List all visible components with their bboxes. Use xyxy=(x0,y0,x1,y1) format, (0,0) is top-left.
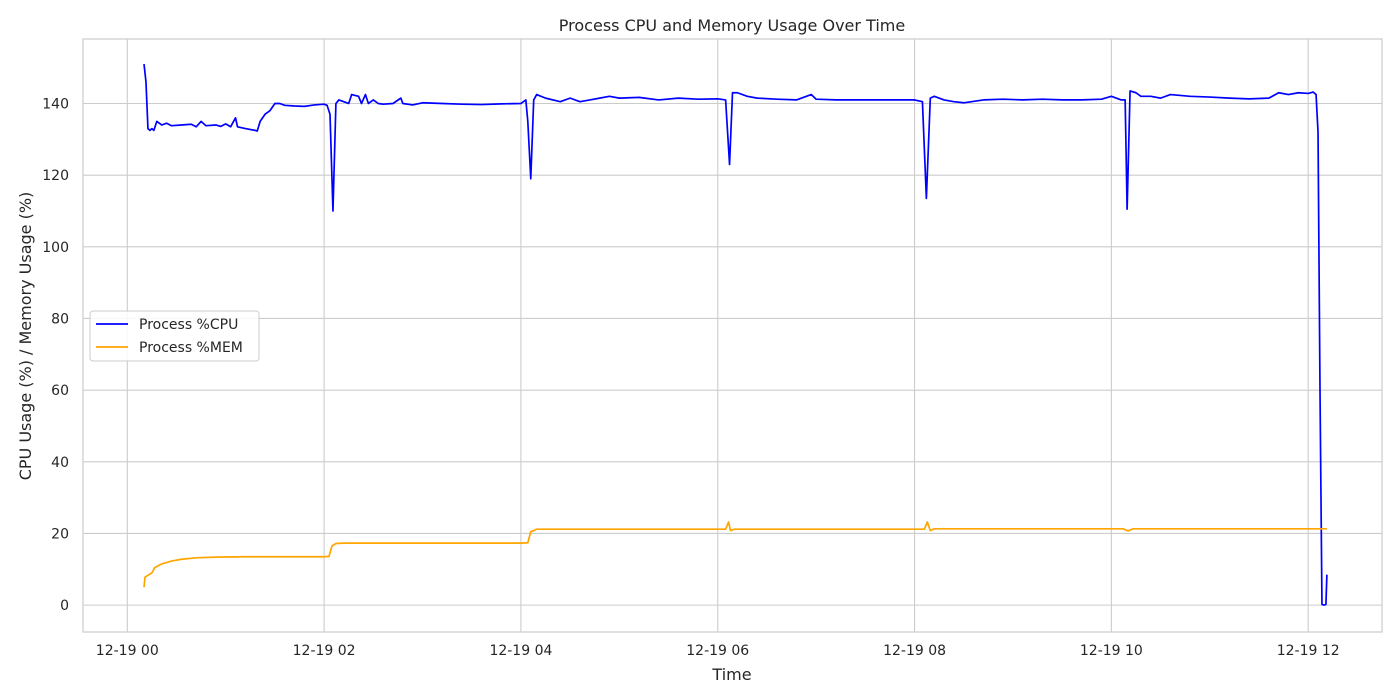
series-layer xyxy=(143,63,1328,606)
y-tick-label: 0 xyxy=(60,598,69,614)
y-tick-label: 80 xyxy=(51,311,69,327)
x-tick-label: 12-19 12 xyxy=(1277,643,1340,659)
y-tick-label: 120 xyxy=(42,168,69,184)
y-tick-label: 40 xyxy=(51,455,69,471)
y-tick-label: 60 xyxy=(51,383,69,399)
legend-label-mem: Process %MEM xyxy=(139,340,243,356)
x-tick-labels: 12-19 00 12-19 02 12-19 04 12-19 06 12-19 08… xyxy=(96,643,1340,659)
x-tick-label: 12-19 10 xyxy=(1080,643,1143,659)
x-tick-label: 12-19 02 xyxy=(293,643,356,659)
y-tick-label: 100 xyxy=(42,240,69,256)
y-gridlines xyxy=(83,102,1382,606)
series-line-mem xyxy=(143,521,1327,588)
x-tick-label: 12-19 04 xyxy=(489,643,552,659)
y-tick-label: 20 xyxy=(51,526,69,542)
legend-label-cpu: Process %CPU xyxy=(139,317,238,333)
series-line-cpu xyxy=(143,63,1328,606)
y-tick-label: 140 xyxy=(42,96,69,112)
legend: Process %CPU Process %MEM xyxy=(89,310,260,362)
plot-area xyxy=(82,38,1383,633)
x-axis-label: Time xyxy=(711,665,751,684)
y-axis-label: CPU Usage (%) / Memory Usage (%) xyxy=(16,192,35,481)
chart-title: Process CPU and Memory Usage Over Time xyxy=(559,16,905,35)
x-tick-label: 12-19 00 xyxy=(96,643,159,659)
x-tick-label: 12-19 08 xyxy=(883,643,946,659)
y-tick-labels: 0 20 40 60 80 100 120 140 xyxy=(42,96,69,614)
x-tick-label: 12-19 06 xyxy=(686,643,749,659)
legend-box xyxy=(89,310,260,362)
